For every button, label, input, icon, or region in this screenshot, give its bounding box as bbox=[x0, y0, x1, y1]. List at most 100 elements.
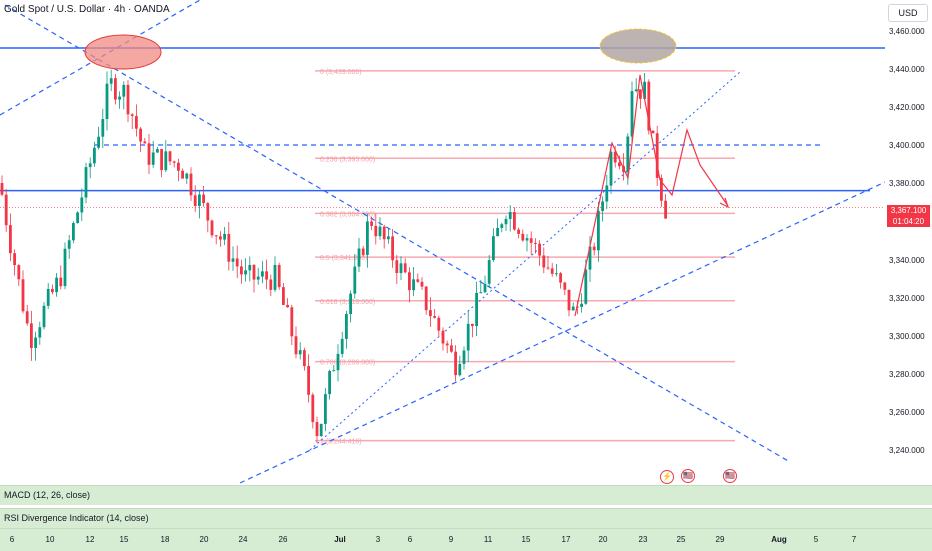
candle-body bbox=[613, 151, 617, 163]
time-axis-label: 29 bbox=[715, 535, 725, 544]
candle-body bbox=[395, 260, 399, 274]
candle-body bbox=[378, 226, 382, 237]
price-axis-label: 3,240.000 bbox=[889, 446, 925, 455]
time-axis-label: 11 bbox=[483, 535, 493, 544]
candle-body bbox=[450, 345, 453, 352]
candle-body bbox=[458, 363, 462, 376]
candle-body bbox=[487, 259, 491, 284]
candle-body bbox=[475, 292, 478, 327]
projection-path bbox=[574, 74, 729, 317]
candle-body bbox=[269, 279, 273, 290]
candle-body bbox=[513, 212, 516, 230]
candle-body bbox=[445, 343, 449, 346]
candle-body bbox=[437, 317, 441, 331]
candle-body bbox=[46, 288, 50, 306]
candle-body bbox=[496, 227, 499, 237]
candle-body bbox=[151, 152, 155, 165]
price-axis-label: 3,440.000 bbox=[889, 65, 925, 74]
candle-body bbox=[647, 81, 651, 131]
candle-body bbox=[336, 353, 340, 371]
price-axis-label: 3,380.000 bbox=[889, 179, 925, 188]
candle-body bbox=[492, 236, 495, 260]
candle-body bbox=[483, 283, 487, 293]
candle-body bbox=[109, 78, 113, 84]
chart-area[interactable]: 0 (3,439.000) 0.236 (3,393.000) 0.382 (3,3… bbox=[0, 0, 932, 485]
candle-body bbox=[139, 128, 142, 142]
time-axis-label: 17 bbox=[561, 535, 571, 544]
candle-body bbox=[605, 185, 609, 202]
highlight-ellipse-right bbox=[599, 28, 677, 64]
candle-body bbox=[135, 115, 138, 129]
candle-body bbox=[538, 243, 541, 256]
candle-body bbox=[366, 221, 369, 255]
candle-body bbox=[185, 173, 189, 179]
candle-body bbox=[210, 220, 214, 236]
rsi-pane[interactable]: RSI Divergence Indicator (14, close) bbox=[0, 508, 932, 528]
candle-body bbox=[298, 350, 302, 355]
candle-body bbox=[147, 143, 151, 165]
fib-label: 0.382 (3,364.000) bbox=[320, 211, 375, 218]
time-axis-label: 15 bbox=[119, 535, 129, 544]
candle-body bbox=[0, 183, 4, 195]
us-flag-icon[interactable]: 🇺🇸 bbox=[723, 469, 737, 483]
candle-body bbox=[101, 119, 105, 137]
time-axis[interactable]: 6 10 12 15 18 20 24 26 Jul 3 6 9 11 15 1… bbox=[0, 528, 932, 551]
price-axis[interactable]: 3,460.000 3,440.000 3,420.000 3,400.000 … bbox=[885, 22, 932, 485]
candle-body bbox=[550, 268, 554, 274]
candle-body bbox=[227, 233, 231, 262]
candle-body bbox=[471, 323, 474, 327]
candle-body bbox=[114, 78, 117, 100]
candle-body bbox=[584, 269, 588, 304]
candle-body bbox=[42, 305, 46, 328]
time-axis-label: 15 bbox=[521, 535, 531, 544]
candle-body bbox=[424, 286, 428, 311]
candle-body bbox=[643, 81, 646, 99]
candle-body bbox=[521, 233, 525, 241]
candle-body bbox=[517, 229, 520, 234]
candle-body bbox=[500, 224, 504, 228]
candle-body bbox=[639, 89, 642, 99]
candle-body bbox=[9, 225, 12, 254]
candle-body bbox=[55, 277, 58, 293]
candle-body bbox=[21, 279, 25, 312]
candle-body bbox=[286, 304, 289, 308]
candle-body bbox=[328, 371, 331, 395]
candle-body bbox=[412, 279, 415, 291]
time-axis-label: 26 bbox=[278, 535, 288, 544]
candle-body bbox=[454, 351, 457, 376]
candle-body bbox=[634, 89, 638, 92]
candle-body bbox=[534, 242, 537, 244]
fib-label: 0.5 (3,341.000) bbox=[320, 255, 367, 262]
candle-body bbox=[479, 292, 483, 294]
candle-body bbox=[294, 336, 298, 355]
currency-button[interactable]: USD bbox=[888, 4, 928, 22]
candle-body bbox=[168, 151, 172, 162]
time-axis-label: 9 bbox=[448, 535, 454, 544]
candle-body bbox=[214, 235, 218, 237]
candle-body bbox=[311, 394, 315, 423]
candle-body bbox=[361, 248, 365, 255]
candle-body bbox=[177, 162, 180, 171]
candle-body bbox=[63, 248, 67, 287]
time-axis-label: 12 bbox=[85, 535, 95, 544]
candle-body bbox=[126, 84, 130, 115]
price-chart[interactable]: 0 (3,439.000) 0.236 (3,393.000) 0.382 (3,3… bbox=[0, 0, 885, 485]
candle-body bbox=[290, 307, 294, 337]
time-axis-label: 10 bbox=[45, 535, 55, 544]
candle-body bbox=[340, 338, 344, 354]
macd-pane[interactable]: MACD (12, 26, close) bbox=[0, 485, 932, 505]
candle-body bbox=[277, 264, 281, 288]
candle-body bbox=[181, 170, 184, 179]
candle-body bbox=[571, 306, 575, 311]
lightning-icon[interactable]: ⚡ bbox=[660, 470, 674, 484]
candle-body bbox=[466, 323, 470, 351]
highlight-ellipse-left bbox=[84, 34, 162, 70]
candle-body bbox=[206, 203, 210, 221]
candle-body bbox=[193, 195, 197, 206]
candle-body bbox=[391, 236, 394, 261]
price-axis-label: 3,260.000 bbox=[889, 408, 925, 417]
candle-body bbox=[387, 236, 390, 240]
candle-body bbox=[655, 133, 659, 178]
us-flag-icon[interactable]: 🇺🇸 bbox=[681, 469, 695, 483]
candle-body bbox=[588, 246, 592, 270]
